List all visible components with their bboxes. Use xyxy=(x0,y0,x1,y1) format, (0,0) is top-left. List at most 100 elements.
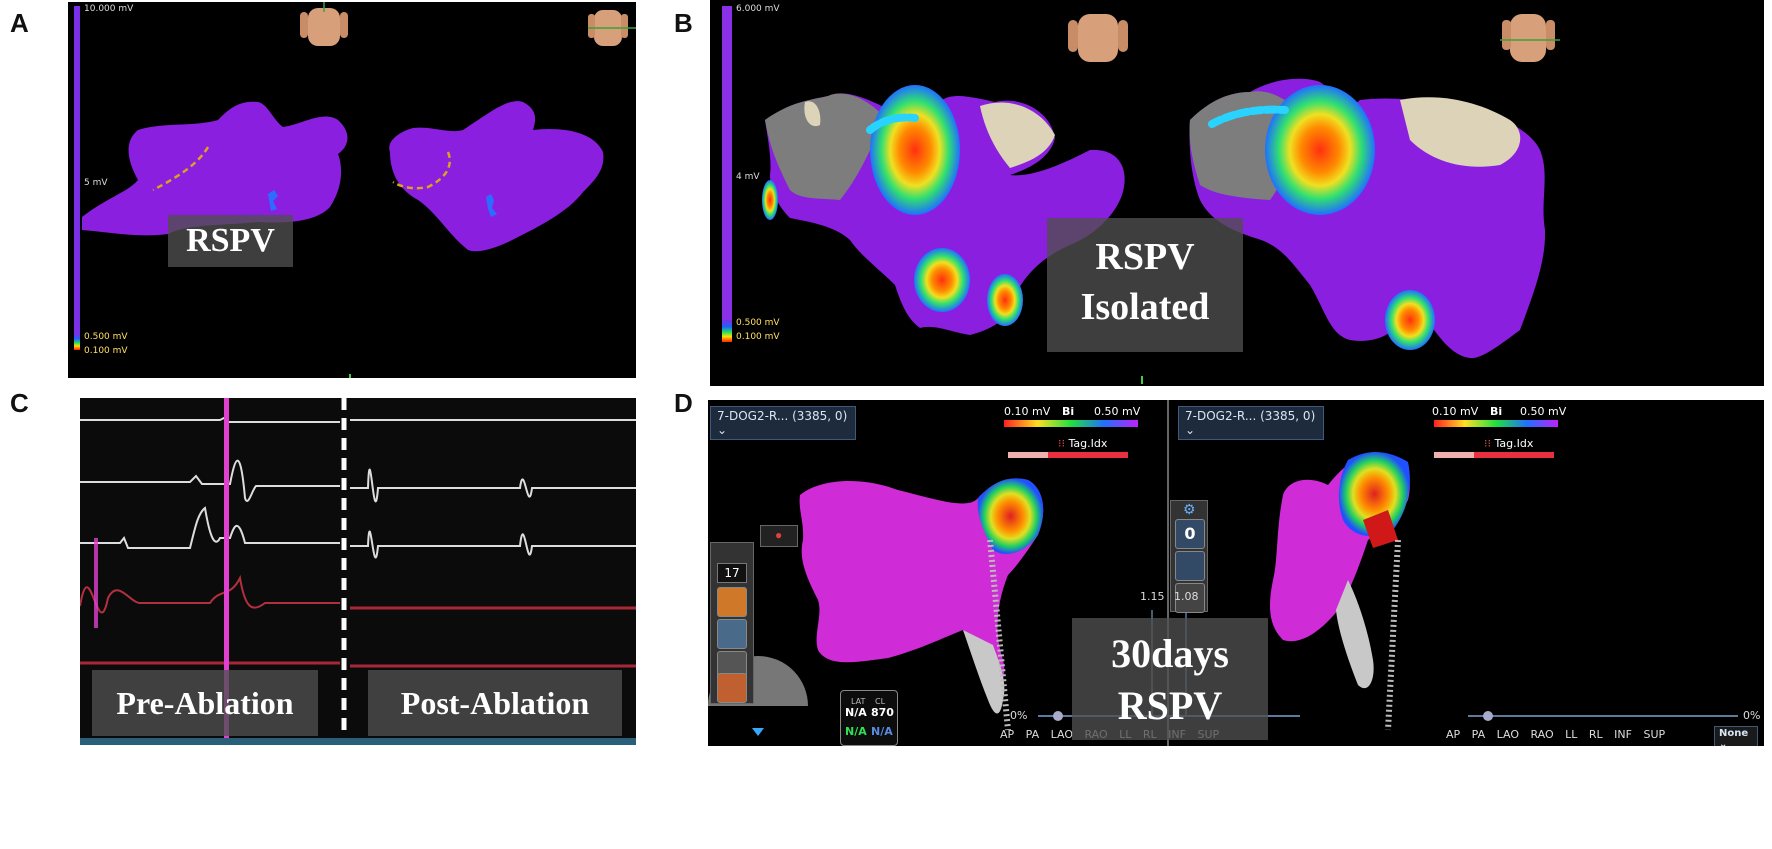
gear-icon[interactable]: ⚙ xyxy=(1183,501,1196,517)
tag-label-left-text: Tag.Idx xyxy=(1068,437,1108,450)
pre-ablation-overlay: Pre-Ablation xyxy=(92,670,318,736)
colorbar-mode-right: Bi xyxy=(1490,405,1503,418)
tool-button-2[interactable] xyxy=(717,619,747,649)
tag-bar-left xyxy=(1008,452,1128,458)
panel-d-graphics xyxy=(708,400,1738,746)
hot-zone-b6 xyxy=(1385,290,1435,350)
tan-area-b1 xyxy=(980,102,1055,168)
catheter-b2 xyxy=(1208,105,1289,128)
colorbar-mode-left: Bi xyxy=(1062,405,1075,418)
scale-bottom-b: 0.100 mV xyxy=(736,332,780,342)
panel-label-d: D xyxy=(674,388,693,418)
low-voltage-spot-a1 xyxy=(268,190,278,211)
hot-zone-b1 xyxy=(870,85,960,215)
tool-number-field[interactable]: 17 xyxy=(717,563,747,583)
red-ablation-patch-d xyxy=(1363,510,1398,548)
colorbar-max-left: 0.50 mV xyxy=(1094,405,1141,418)
scale-mid-b: 4 mV xyxy=(736,172,760,182)
hot-zone-b3 xyxy=(987,274,1023,326)
scale-top-a: 10.000 mV xyxy=(84,4,134,14)
torso-orientation-icon-b2 xyxy=(1500,14,1560,62)
panel-d-mapping-software: 7-DOG2-R... (3385, 0) ⌄ 7-DOG2-R... (338… xyxy=(708,400,1764,746)
voltage-scale-bar xyxy=(74,6,80,342)
catheter-shaft-d1 xyxy=(987,539,1011,731)
pre-trace-1 xyxy=(80,416,340,423)
colorbar-min-right: 0.10 mV xyxy=(1432,405,1479,418)
circle-button[interactable] xyxy=(1175,583,1205,613)
zero-button[interactable]: 0 xyxy=(1175,519,1205,549)
record-icon[interactable]: ● xyxy=(775,528,783,542)
opacity-pct-left: 0% xyxy=(1010,709,1028,722)
map-selector-left-label: 7-DOG2-R... (3385, 0) xyxy=(717,409,848,423)
rspv-overlay-a: RSPV xyxy=(168,215,293,267)
map-selector-right[interactable]: 7-DOG2-R... (3385, 0) ⌄ xyxy=(1178,406,1324,440)
hot-zone-d1 xyxy=(977,478,1044,555)
scale-low-b: 0.500 mV xyxy=(736,318,780,328)
tool-button-1[interactable] xyxy=(717,587,747,617)
opacity-pct-right: 0% xyxy=(1743,709,1761,722)
panel-label-a: A xyxy=(10,8,29,38)
info-na-green: N/A xyxy=(845,725,867,738)
tag-label-left: ⁝⁝ Tag.Idx xyxy=(1058,437,1107,450)
tag-icon-right: ⁝⁝ xyxy=(1484,437,1491,450)
left-tool-palette: 17 xyxy=(710,542,754,704)
opacity-slider-right-knob[interactable] xyxy=(1483,711,1493,721)
colorbar-right xyxy=(1434,420,1558,427)
info-lat-value: N/A xyxy=(845,706,867,719)
voltage-scale-bar-b xyxy=(722,6,732,328)
panel-label-c: C xyxy=(10,388,29,418)
catheter-shaft-d2 xyxy=(1385,539,1401,731)
torso-orientation-icon-b1 xyxy=(1068,14,1128,62)
palette-header: ● xyxy=(760,525,798,547)
tag-label-right: ⁝⁝ Tag.Idx xyxy=(1484,437,1533,450)
rspv-ring-a-right xyxy=(392,151,452,190)
opacity-slider-left-knob[interactable] xyxy=(1053,711,1063,721)
thirty-days-rspv-overlay: 30days RSPV xyxy=(1072,618,1268,740)
info-cl-label: CL xyxy=(875,697,886,706)
scale-low-a: 0.500 mV xyxy=(84,332,128,342)
panel-c-electrograms: Pre-Ablation Post-Ablation xyxy=(80,398,636,745)
voltage-scale-gradient-b xyxy=(722,320,732,342)
tan-area-b3 xyxy=(1400,97,1521,167)
rspv-isolated-overlay-b: RSPV Isolated xyxy=(1047,218,1243,352)
none-dropdown[interactable]: None ⌄ xyxy=(1714,726,1758,746)
trace-baseline-bar xyxy=(80,738,636,745)
info-na-blue: N/A xyxy=(871,725,893,738)
panel-a-voltage-map: 10.000 mV 5 mV 0.500 mV 0.100 mV RSPV xyxy=(68,2,636,378)
overlay-line2-d: RSPV xyxy=(1117,683,1223,728)
atrium-map-left-a xyxy=(82,101,348,236)
colorbar-left xyxy=(1004,420,1138,427)
atrium-map-left-d xyxy=(799,478,1044,684)
hot-zone-d2 xyxy=(1338,451,1410,536)
grey-scar-b1 xyxy=(765,93,885,200)
hot-zone-b2 xyxy=(914,248,970,312)
nav-down-arrow-icon[interactable] xyxy=(752,728,764,736)
colorbar-max-right: 0.50 mV xyxy=(1520,405,1567,418)
map-selector-left[interactable]: 7-DOG2-R... (3385, 0) ⌄ xyxy=(710,406,856,440)
pre-trace-3 xyxy=(80,506,340,549)
tag-bar-right xyxy=(1434,452,1554,458)
scale-bottom-a: 0.100 mV xyxy=(84,346,128,356)
lat-cl-info-box: LAT CL N/A 870 N/A N/A xyxy=(840,690,898,746)
measure-button[interactable] xyxy=(1175,551,1205,581)
post-trace-2 xyxy=(350,468,636,503)
tag-label-right-text: Tag.Idx xyxy=(1494,437,1534,450)
tool-button-4[interactable] xyxy=(717,673,747,703)
voltage-scale-gradient xyxy=(74,334,80,350)
info-cl-value: 870 xyxy=(871,706,894,719)
tag-bar-right-light xyxy=(1434,452,1474,458)
grey-vessel-d1 xyxy=(963,630,1005,714)
colorbar-min-left: 0.10 mV xyxy=(1004,405,1051,418)
scale-mid-a: 5 mV xyxy=(84,178,108,188)
info-lat-label: LAT xyxy=(851,697,866,706)
overlay-line1-b: RSPV xyxy=(1095,236,1195,278)
map-selector-right-label: 7-DOG2-R... (3385, 0) xyxy=(1185,409,1316,423)
right-tool-palette: ⚙ 0 xyxy=(1170,500,1208,613)
panel-label-b: B xyxy=(674,8,693,38)
slider-value-left: 1.15 xyxy=(1140,590,1165,603)
grey-vessel-d2 xyxy=(1336,580,1374,689)
scale-top-b: 6.000 mV xyxy=(736,4,780,14)
pre-trace-2 xyxy=(80,459,340,502)
view-buttons-right[interactable]: AP PA LAO RAO LL RL INF SUP xyxy=(1446,728,1666,741)
tag-icon: ⁝⁝ xyxy=(1058,437,1065,450)
